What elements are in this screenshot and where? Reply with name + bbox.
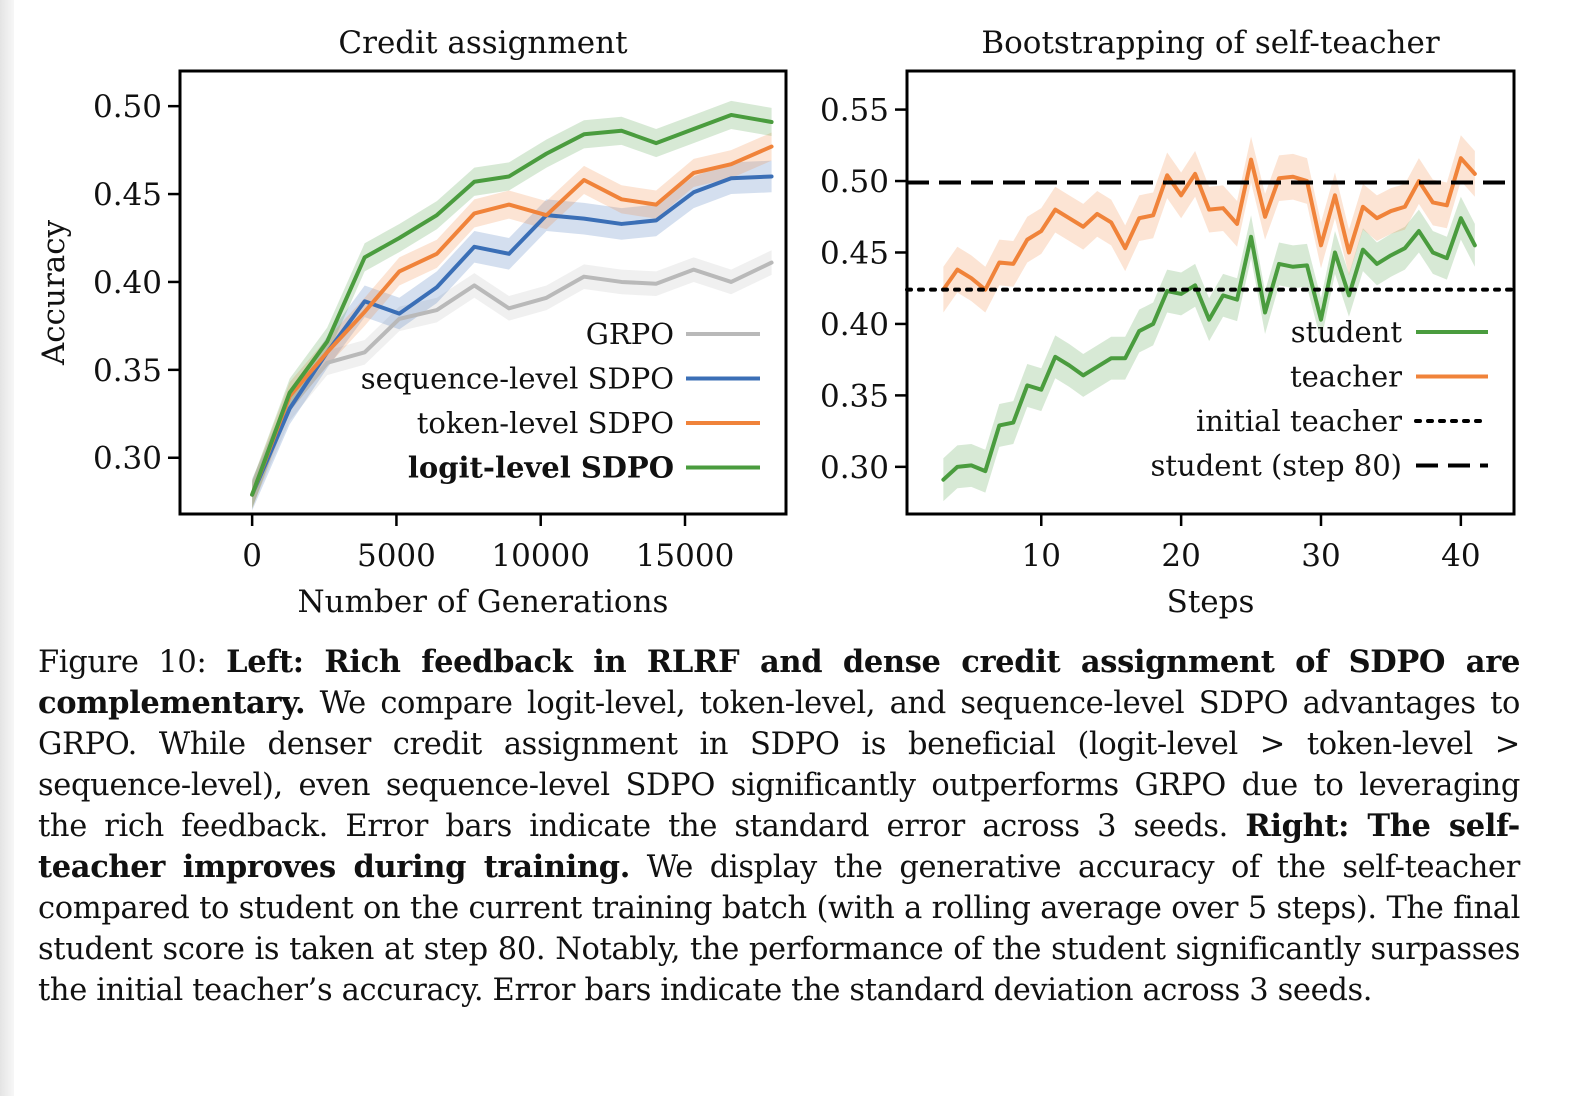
figure-caption: Figure 10: Left: Rich feedback in RLRF a… <box>38 642 1520 1011</box>
series-line-grpo <box>250 260 774 497</box>
plot-frame <box>178 69 788 516</box>
y-tick-label: 0.30 <box>820 450 889 486</box>
y-tick-label: 0.55 <box>820 93 889 129</box>
y-tick-label: 0.35 <box>93 353 162 389</box>
legend-label-token-level-sdpo: token-level SDPO <box>417 406 674 440</box>
series-line-logit-level-sdpo <box>250 112 774 497</box>
error-band-teacher <box>943 135 1475 313</box>
legend-label-teacher: teacher <box>1290 360 1402 394</box>
legend: GRPO sequence-level SDPO token-level SDPO l… <box>361 317 760 485</box>
legend-label-grpo: GRPO <box>586 317 674 351</box>
x-tick-label: 40 <box>1441 538 1480 574</box>
x-axis-label: Steps <box>1167 584 1255 620</box>
y-tick-label: 0.40 <box>93 265 162 301</box>
error-band-logit-level-sdpo <box>252 100 772 509</box>
y-tick-label: 0.50 <box>93 89 162 125</box>
legend-label-logit-level-sdpo: logit-level SDPO <box>408 451 674 485</box>
legend-label-student-step-80: student (step 80) <box>1151 449 1403 483</box>
chart-bootstrapping: 0.30 0.35 0.40 0.45 0.50 0.55 10 20 30 40 Bootstra… <box>820 25 1516 620</box>
y-tick-label: 0.50 <box>820 164 889 200</box>
y-axis-label: Accuracy <box>36 219 72 366</box>
page-edge-shadow <box>0 0 14 1096</box>
caption-text-left: We compare logit-level, token-level, and… <box>38 686 1520 844</box>
x-tick-label: 5000 <box>357 538 436 574</box>
series-line-sequence-level-sdpo <box>250 174 774 497</box>
y-tick-label: 0.45 <box>93 177 162 213</box>
series-line-teacher <box>941 156 1477 292</box>
y-tick-label: 0.35 <box>820 378 889 414</box>
caption-bold-right: Right: The self-teacher improves during … <box>38 808 1520 885</box>
x-axis-label: Number of Generations <box>298 584 669 620</box>
chart-title: Bootstrapping of self-teacher <box>981 25 1439 61</box>
caption-label: Figure 10: <box>38 645 227 680</box>
y-tick-label: 0.45 <box>820 235 889 271</box>
figure-canvas: 0.30 0.35 0.40 0.45 0.50 0 5000 10000 15000 Credi… <box>36 25 1516 620</box>
y-tick-label: 0.30 <box>93 441 162 477</box>
plot-frame <box>905 69 1516 516</box>
x-tick-label: 30 <box>1301 538 1340 574</box>
chart-title: Credit assignment <box>338 25 628 61</box>
error-band-grpo <box>252 250 772 507</box>
legend: student teacher initial teacher student (st… <box>1151 315 1490 483</box>
x-tick-label: 10000 <box>491 538 590 574</box>
legend-label-sequence-level-sdpo: sequence-level SDPO <box>361 362 674 396</box>
series-line-token-level-sdpo <box>250 144 774 497</box>
x-tick-label: 0 <box>242 538 262 574</box>
chart-credit-assignment: 0.30 0.35 0.40 0.45 0.50 0 5000 10000 15000 Credi… <box>36 25 788 620</box>
legend-label-student: student <box>1291 315 1403 349</box>
error-band-sequence-level-sdpo <box>252 160 772 511</box>
x-tick-label: 20 <box>1161 538 1200 574</box>
caption-bold-left: Left: Rich feedback in RLRF and dense cr… <box>38 644 1520 721</box>
caption-text-right: We display the generative accuracy of th… <box>38 850 1520 1008</box>
series-line-student <box>941 216 1477 482</box>
x-tick-label: 10 <box>1022 538 1061 574</box>
legend-label-initial-teacher: initial teacher <box>1196 404 1402 438</box>
y-tick-label: 0.40 <box>820 307 889 343</box>
x-tick-label: 15000 <box>636 538 735 574</box>
